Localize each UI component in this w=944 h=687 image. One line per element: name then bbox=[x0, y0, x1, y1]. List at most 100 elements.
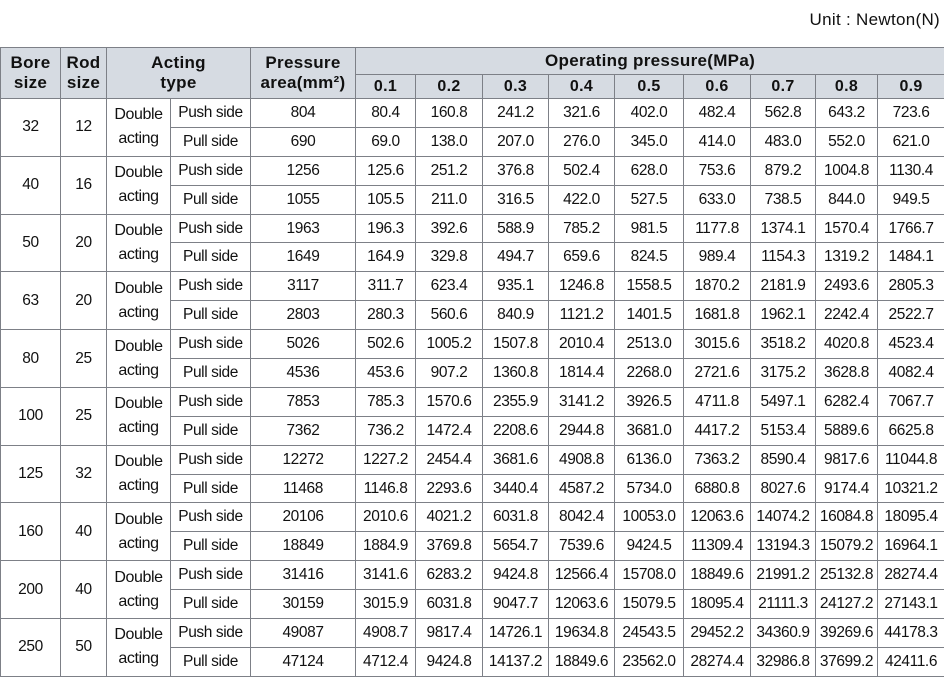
side-cell: Push side bbox=[170, 444, 251, 475]
force-cell: 736.2 bbox=[355, 415, 416, 446]
acting-cell: Double acting bbox=[106, 329, 171, 388]
acting-cell: Double acting bbox=[106, 271, 171, 331]
force-cell: 9424.5 bbox=[614, 531, 684, 562]
bore-cell: 80 bbox=[0, 329, 61, 388]
force-cell: 12566.4 bbox=[548, 560, 615, 591]
header-row: 0.1 0.2 0.3 0.4 0.5 0.6 0.7 0.8 0.9 bbox=[1, 74, 944, 99]
side-cell: Push side bbox=[170, 560, 251, 591]
acting-cell: Double acting bbox=[106, 386, 171, 446]
force-cell: 329.8 bbox=[415, 242, 483, 273]
area-cell: 1055 bbox=[250, 184, 356, 215]
force-cell: 2242.4 bbox=[815, 300, 878, 331]
force-cell: 414.0 bbox=[683, 126, 751, 157]
force-cell: 16084.8 bbox=[815, 502, 878, 533]
force-cell: 3440.4 bbox=[482, 473, 549, 504]
force-cell: 9047.7 bbox=[482, 589, 549, 620]
area-cell: 20106 bbox=[250, 502, 356, 533]
force-cell: 19634.8 bbox=[548, 618, 615, 648]
force-cell: 8027.6 bbox=[750, 473, 816, 504]
area-cell: 31416 bbox=[250, 560, 356, 591]
force-cell: 1177.8 bbox=[683, 213, 751, 244]
side-cell: Pull side bbox=[170, 531, 251, 562]
force-cell: 24127.2 bbox=[815, 589, 878, 620]
force-cell: 311.7 bbox=[355, 271, 416, 302]
bore-cell: 63 bbox=[0, 271, 61, 331]
acting-cell: Double acting bbox=[106, 155, 171, 215]
side-cell: Pull side bbox=[170, 358, 251, 388]
side-cell: Pull side bbox=[170, 415, 251, 446]
force-cell: 623.4 bbox=[415, 271, 483, 302]
acting-cell: Double acting bbox=[106, 213, 171, 273]
force-cell: 11044.8 bbox=[876, 444, 944, 475]
pressure-header: 0.7 bbox=[750, 74, 816, 99]
force-cell: 1814.4 bbox=[548, 358, 615, 388]
force-cell: 1146.8 bbox=[355, 473, 416, 504]
force-cell: 5734.0 bbox=[614, 473, 684, 504]
force-cell: 14726.1 bbox=[482, 618, 549, 648]
force-cell: 4711.8 bbox=[683, 386, 751, 417]
force-cell: 12063.6 bbox=[683, 502, 751, 533]
header-cell: Rod size bbox=[60, 47, 107, 99]
force-cell: 376.8 bbox=[482, 155, 549, 186]
force-cell: 422.0 bbox=[548, 184, 615, 215]
force-cell: 42411.6 bbox=[876, 646, 944, 677]
force-cell: 1004.8 bbox=[815, 155, 878, 186]
force-cell: 1227.2 bbox=[355, 444, 416, 475]
area-cell: 2803 bbox=[250, 300, 356, 331]
force-cell: 2355.9 bbox=[482, 386, 549, 417]
force-cell: 14074.2 bbox=[750, 502, 816, 533]
rod-cell: 50 bbox=[60, 618, 107, 677]
force-cell: 562.8 bbox=[750, 98, 816, 128]
force-cell: 3926.5 bbox=[614, 386, 684, 417]
force-cell: 7067.7 bbox=[876, 386, 944, 417]
force-cell: 23562.0 bbox=[614, 646, 684, 677]
force-cell: 125.6 bbox=[355, 155, 416, 186]
force-cell: 5654.7 bbox=[482, 531, 549, 562]
force-cell: 3175.2 bbox=[750, 358, 816, 388]
force-cell: 18849.6 bbox=[548, 646, 615, 677]
force-cell: 824.5 bbox=[614, 242, 684, 273]
force-cell: 1507.8 bbox=[482, 329, 549, 360]
pressure-header: 0.5 bbox=[614, 74, 684, 99]
area-cell: 690 bbox=[250, 126, 356, 157]
rod-cell: 20 bbox=[60, 271, 107, 331]
force-cell: 3681.6 bbox=[482, 444, 549, 475]
force-cell: 1962.1 bbox=[750, 300, 816, 331]
force-cell: 16964.1 bbox=[876, 531, 944, 562]
force-cell: 6031.8 bbox=[482, 502, 549, 533]
force-cell: 628.0 bbox=[614, 155, 684, 186]
force-cell: 1472.4 bbox=[415, 415, 483, 446]
rod-cell: 25 bbox=[60, 329, 107, 388]
acting-cell: Double acting bbox=[106, 444, 171, 504]
force-cell: 989.4 bbox=[683, 242, 751, 273]
force-cell: 4417.2 bbox=[683, 415, 751, 446]
force-cell: 29452.2 bbox=[683, 618, 751, 648]
pressure-header: 0.4 bbox=[548, 74, 615, 99]
force-cell: 345.0 bbox=[614, 126, 684, 157]
force-cell: 4020.8 bbox=[815, 329, 878, 360]
pressure-header: 0.2 bbox=[415, 74, 483, 99]
side-cell: Push side bbox=[170, 386, 251, 417]
force-cell: 2721.6 bbox=[683, 358, 751, 388]
force-cell: 1484.1 bbox=[876, 242, 944, 273]
area-cell: 7853 bbox=[250, 386, 356, 417]
force-cell: 2181.9 bbox=[750, 271, 816, 302]
force-cell: 1558.5 bbox=[614, 271, 684, 302]
header-text: Acting type bbox=[151, 53, 206, 92]
area-cell: 7362 bbox=[250, 415, 356, 446]
rod-cell: 40 bbox=[60, 560, 107, 620]
side-cell: Push side bbox=[170, 618, 251, 648]
force-cell: 10321.2 bbox=[876, 473, 944, 504]
force-cell: 34360.9 bbox=[750, 618, 816, 648]
force-cell: 5889.6 bbox=[815, 415, 878, 446]
pressure-header: 0.1 bbox=[355, 74, 416, 99]
force-cell: 6880.8 bbox=[683, 473, 751, 504]
bore-cell: 125 bbox=[0, 444, 61, 504]
force-cell: 738.5 bbox=[750, 184, 816, 215]
side-cell: Push side bbox=[170, 98, 251, 128]
force-cell: 280.3 bbox=[355, 300, 416, 331]
acting-cell: Double acting bbox=[106, 502, 171, 562]
force-cell: 1570.4 bbox=[815, 213, 878, 244]
force-cell: 5153.4 bbox=[750, 415, 816, 446]
